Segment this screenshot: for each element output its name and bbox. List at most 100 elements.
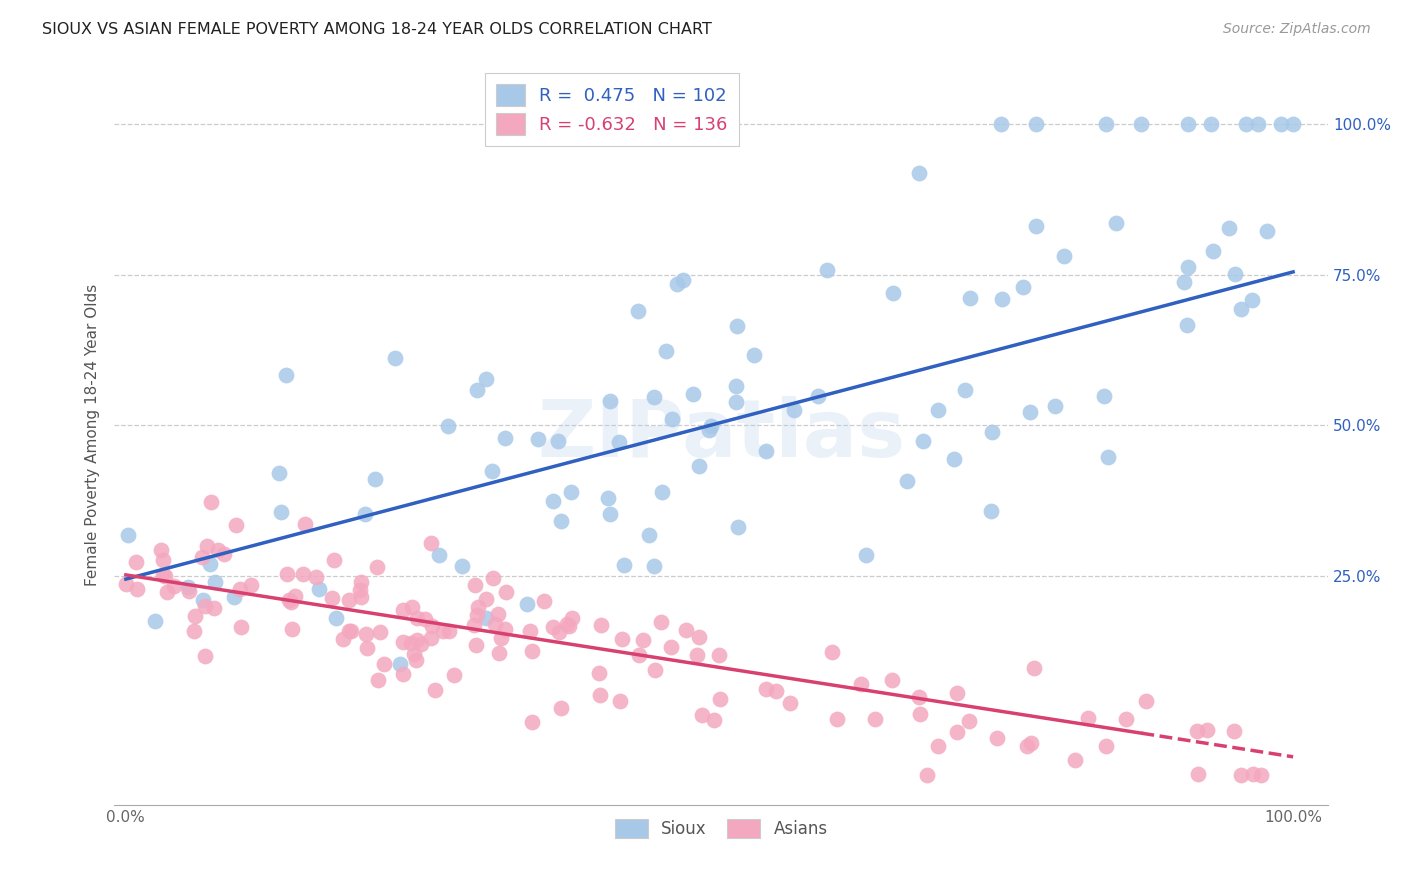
- Point: [980, 504, 1002, 518]
- Point: [280, 595, 302, 609]
- Point: [1270, 117, 1292, 131]
- Point: [1105, 216, 1128, 230]
- Point: [401, 599, 423, 614]
- Point: [1222, 724, 1244, 739]
- Point: [274, 368, 297, 382]
- Point: [644, 663, 666, 677]
- Point: [1095, 739, 1118, 753]
- Point: [591, 618, 613, 632]
- Point: [882, 673, 904, 687]
- Point: [349, 574, 371, 589]
- Text: ZIPatlas: ZIPatlas: [537, 395, 905, 474]
- Point: [755, 682, 778, 697]
- Point: [547, 434, 569, 448]
- Point: [709, 692, 731, 706]
- Point: [1130, 117, 1153, 131]
- Point: [1115, 712, 1137, 726]
- Point: [541, 620, 564, 634]
- Point: [143, 614, 166, 628]
- Point: [125, 582, 148, 596]
- Point: [550, 514, 572, 528]
- Point: [915, 768, 938, 782]
- Point: [432, 624, 454, 638]
- Point: [191, 550, 214, 565]
- Point: [475, 372, 498, 386]
- Point: [404, 647, 426, 661]
- Point: [183, 624, 205, 638]
- Point: [659, 640, 682, 654]
- Point: [593, 117, 616, 131]
- Point: [475, 611, 498, 625]
- Point: [1256, 224, 1278, 238]
- Point: [1218, 220, 1240, 235]
- Point: [547, 117, 569, 131]
- Point: [942, 452, 965, 467]
- Point: [413, 611, 436, 625]
- Point: [724, 394, 747, 409]
- Point: [354, 627, 377, 641]
- Point: [655, 344, 678, 359]
- Point: [1045, 399, 1067, 413]
- Point: [927, 739, 949, 753]
- Point: [488, 646, 510, 660]
- Point: [150, 542, 173, 557]
- Point: [292, 567, 315, 582]
- Point: [495, 585, 517, 599]
- Point: [270, 505, 292, 519]
- Point: [672, 273, 695, 287]
- Point: [183, 609, 205, 624]
- Point: [364, 472, 387, 486]
- Point: [463, 617, 485, 632]
- Point: [709, 648, 731, 662]
- Point: [613, 558, 636, 572]
- Point: [927, 403, 949, 417]
- Point: [204, 574, 226, 589]
- Point: [368, 625, 391, 640]
- Point: [1025, 219, 1047, 234]
- Point: [406, 633, 429, 648]
- Point: [849, 677, 872, 691]
- Point: [955, 383, 977, 397]
- Point: [628, 648, 651, 663]
- Point: [519, 624, 541, 638]
- Point: [222, 590, 245, 604]
- Point: [555, 617, 578, 632]
- Point: [1019, 736, 1042, 750]
- Point: [494, 622, 516, 636]
- Point: [661, 412, 683, 426]
- Point: [596, 491, 619, 505]
- Point: [281, 622, 304, 636]
- Point: [1241, 293, 1264, 307]
- Point: [1053, 249, 1076, 263]
- Point: [475, 592, 498, 607]
- Point: [560, 485, 582, 500]
- Point: [337, 592, 360, 607]
- Point: [1230, 768, 1253, 782]
- Point: [688, 630, 710, 644]
- Point: [911, 434, 934, 449]
- Point: [229, 582, 252, 597]
- Point: [177, 580, 200, 594]
- Point: [392, 603, 415, 617]
- Point: [481, 571, 503, 585]
- Point: [541, 493, 564, 508]
- Point: [489, 631, 512, 645]
- Point: [1177, 117, 1199, 131]
- Point: [427, 549, 450, 563]
- Point: [725, 379, 748, 393]
- Point: [207, 542, 229, 557]
- Point: [191, 593, 214, 607]
- Point: [607, 434, 630, 449]
- Point: [631, 633, 654, 648]
- Point: [725, 319, 748, 334]
- Point: [806, 389, 828, 403]
- Point: [700, 419, 723, 434]
- Point: [908, 707, 931, 722]
- Point: [1202, 244, 1225, 258]
- Point: [202, 600, 225, 615]
- Point: [325, 611, 347, 625]
- Point: [305, 570, 328, 584]
- Point: [744, 347, 766, 361]
- Point: [419, 631, 441, 645]
- Point: [231, 620, 253, 634]
